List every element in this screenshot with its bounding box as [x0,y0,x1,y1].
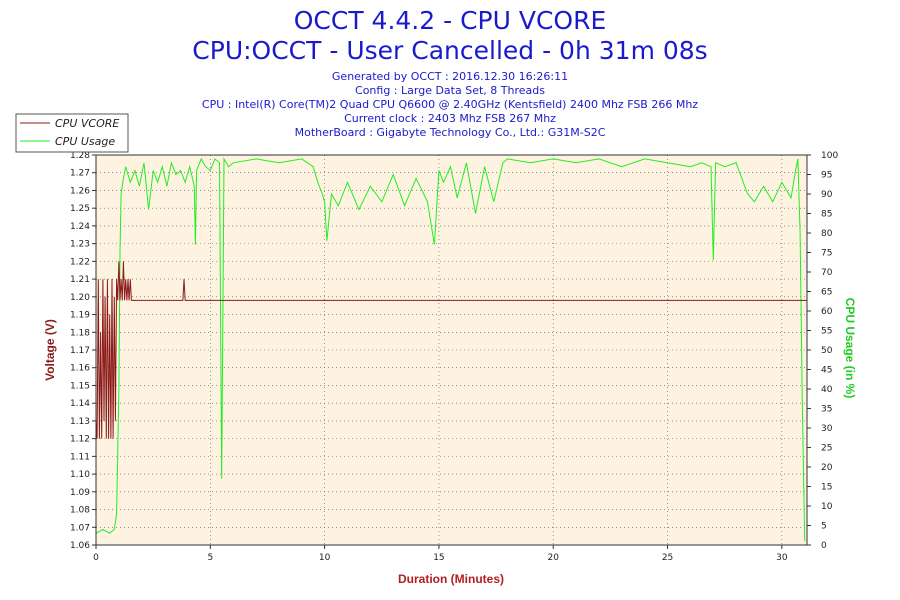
y-left-axis-label: Voltage (V) [43,319,57,381]
y-left-tick-label: 1.21 [70,275,90,285]
y-right-tick-label: 35 [821,405,832,415]
y-left-tick-label: 1.23 [70,240,90,250]
y-left-tick-label: 1.28 [70,151,90,161]
y-right-tick-label: 65 [821,288,832,298]
y-right-tick-label: 55 [821,327,832,337]
y-right-tick-label: 20 [821,463,833,473]
info-config: Config : Large Data Set, 8 Threads [355,84,545,97]
legend: CPU VCORE CPU Usage [15,113,129,153]
plot-frame [95,154,808,546]
y-right-axis-label: CPU Usage (in %) [843,298,857,399]
y-right-tick-label: 30 [821,424,833,434]
y-right-tick-label: 45 [821,366,832,376]
y-right-tick-label: 90 [821,190,833,200]
y-left-tick-label: 1.19 [70,311,90,321]
y-left-tick-label: 1.17 [70,346,90,356]
y-left-tick-label: 1.13 [70,417,90,427]
y-right-tick-label: 85 [821,210,832,220]
y-left-tick-label: 1.07 [70,523,90,533]
y-left-tick-label: 1.14 [70,399,90,409]
info-cpu: CPU : Intel(R) Core(TM)2 Quad CPU Q6600 … [201,98,699,111]
legend-label-vcore: CPU VCORE [55,117,119,130]
x-tick-label: 5 [207,553,213,563]
y-right-tick-label: 0 [821,541,827,551]
y-left-ticks: 1.06 1.07 1.08 1.09 1.10 1.11 1.12 1.13 1.14 1.15… [70,151,96,551]
y-left-tick-label: 1.16 [70,364,90,374]
y-left-tick-label: 1.11 [70,452,90,462]
x-axis-label: Duration (Minutes) [398,572,504,586]
y-left-tick-label: 1.24 [70,222,90,232]
info-motherboard: MotherBoard : Gigabyte Technology Co., L… [294,126,606,139]
y-right-tick-label: 95 [821,171,832,181]
x-tick-label: 30 [776,553,788,563]
y-right-tick-label: 40 [821,385,833,395]
legend-label-usage: CPU Usage [55,135,115,148]
series-group [95,157,807,542]
y-left-tick-label: 1.20 [70,293,90,303]
y-left-tick-label: 1.10 [70,470,90,480]
y-right-tick-label: 25 [821,444,832,454]
series-line-vcore [95,261,807,439]
series-line-usage [95,157,806,542]
grid [96,155,807,545]
y-left-tick-label: 1.15 [70,381,90,391]
x-tick-label: 20 [548,553,560,563]
y-left-tick-label: 1.27 [70,169,90,179]
y-left-tick-label: 1.12 [70,435,90,445]
chart-title: OCCT 4.4.2 - CPU VCORE [293,6,607,35]
info-clock: Current clock : 2403 Mhz FSB 267 Mhz [344,112,556,125]
x-tick-label: 25 [662,553,673,563]
y-left-tick-label: 1.18 [70,328,90,338]
y-left-tick-label: 1.06 [70,541,90,551]
x-tick-label: 10 [319,553,331,563]
y-right-tick-label: 60 [821,307,833,317]
y-right-tick-label: 15 [821,483,832,493]
y-left-tick-label: 1.08 [70,506,90,516]
y-right-tick-label: 5 [821,522,827,532]
y-right-tick-label: 10 [821,502,833,512]
y-right-tick-label: 80 [821,229,833,239]
y-right-tick-label: 75 [821,249,832,259]
y-right-ticks: 0 5 10 15 20 25 30 35 40 45 50 55 60 65 70 75 80 85 90 95 10… [807,151,838,551]
y-right-tick-label: 100 [821,151,838,161]
y-left-tick-label: 1.26 [70,186,90,196]
x-tick-label: 0 [93,553,99,563]
legend-box [15,113,129,153]
y-right-tick-label: 70 [821,268,833,278]
y-left-tick-label: 1.22 [70,257,90,267]
y-left-tick-label: 1.09 [70,488,90,498]
y-right-tick-label: 50 [821,346,833,356]
info-generated: Generated by OCCT : 2016.12.30 16:26:11 [331,70,569,83]
y-left-tick-label: 1.25 [70,204,90,214]
x-tick-label: 15 [433,553,444,563]
x-ticks: 0 5 10 15 20 25 30 [93,545,788,563]
chart-subtitle: CPU:OCCT - User Cancelled - 0h 31m 08s [192,36,708,65]
